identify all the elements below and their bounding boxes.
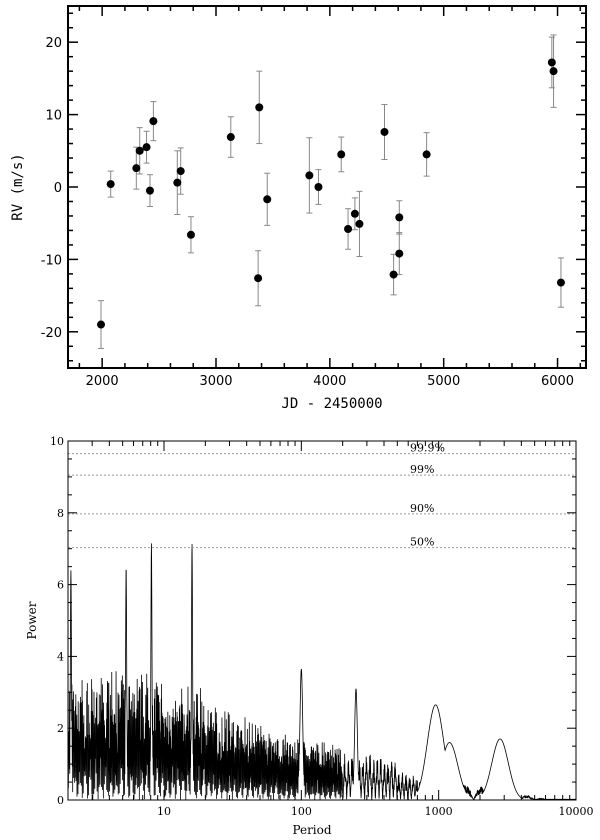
rv-time-series-panel: 2000 3000 4000 5000 6000 -20 -10 0 10 20 JD - 2450… — [10, 5, 587, 412]
data-point — [344, 224, 353, 233]
x-axis-title: Period — [292, 823, 331, 837]
data-point — [173, 178, 182, 187]
data-point — [149, 117, 158, 126]
data-point — [176, 167, 185, 176]
data-point — [314, 183, 323, 191]
periodogram-curve — [67, 543, 576, 801]
plot-frame — [67, 5, 587, 369]
x-tick-label: 6000 — [541, 374, 574, 389]
x-tick-label: 4000 — [313, 374, 346, 389]
data-point — [556, 278, 565, 287]
y-tick-label: 6 — [57, 579, 64, 592]
data-point — [145, 186, 154, 195]
data-point — [135, 146, 144, 155]
y-axis-title: Power — [25, 601, 39, 639]
y-tick-label: 4 — [57, 650, 64, 663]
data-point — [142, 143, 151, 152]
x-tick-label: 10 — [157, 805, 171, 818]
data-point — [106, 180, 115, 189]
fap-level-label: 50% — [410, 536, 434, 549]
data-point — [350, 209, 359, 218]
x-tick-label: 5000 — [427, 374, 460, 389]
y-tick-label: -10 — [41, 253, 62, 268]
fap-level-label: 90% — [410, 502, 434, 515]
data-point — [305, 171, 314, 180]
data-point — [380, 127, 389, 136]
y-axis-title: RV (m/s) — [10, 153, 26, 220]
x-tick-label: 1000 — [425, 805, 453, 818]
x-tick-label: 10000 — [559, 805, 594, 818]
data-point — [254, 274, 263, 283]
data-point — [186, 230, 195, 239]
x-tick-label: 2000 — [86, 374, 119, 389]
y-tick-label: -20 — [41, 326, 62, 341]
data-point — [395, 249, 404, 258]
y-tick-label: 8 — [57, 507, 64, 520]
data-point — [549, 67, 558, 76]
y-tick-label: 2 — [57, 722, 64, 735]
data-point — [395, 213, 404, 222]
y-tick-label: 0 — [57, 794, 64, 807]
data-point — [337, 150, 346, 159]
fap-level-label: 99.9% — [410, 442, 445, 455]
y-tick-label: 10 — [45, 109, 62, 124]
x-tick-label: 3000 — [199, 374, 232, 389]
data-point — [547, 58, 556, 67]
data-point — [389, 270, 398, 279]
y-tick-label: 20 — [45, 36, 62, 51]
y-tick-label: 10 — [50, 435, 64, 448]
fap-level-label: 99% — [410, 463, 434, 476]
data-point — [355, 219, 364, 228]
data-point — [132, 164, 141, 173]
data-point — [255, 103, 264, 112]
y-tick-label: 0 — [54, 181, 62, 196]
data-point — [263, 195, 272, 204]
x-axis-title: JD - 2450000 — [281, 396, 382, 412]
x-tick-label: 100 — [291, 805, 312, 818]
periodogram-panel: 99.9% 99% 90% 50% 10 100 1000 10000 0 2 4 6 8 10 Perio… — [25, 435, 594, 837]
data-point — [226, 133, 235, 142]
data-point — [422, 150, 431, 159]
data-point — [97, 320, 106, 329]
